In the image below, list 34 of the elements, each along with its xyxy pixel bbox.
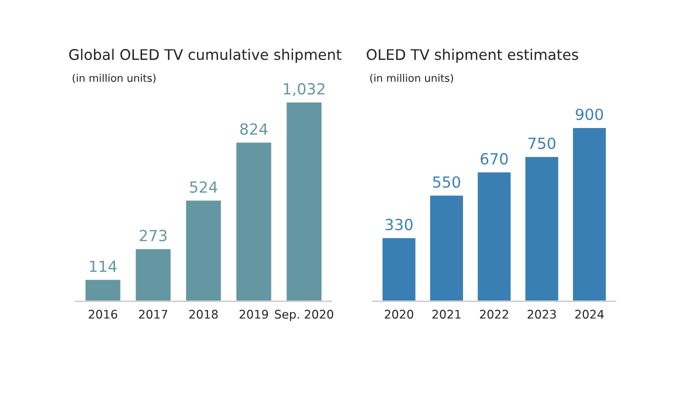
data-label: 824 xyxy=(240,123,268,135)
chart-title: Global OLED TV cumulative shipment xyxy=(69,48,342,63)
x-tick-label: 2016 xyxy=(88,310,118,319)
x-tick-label: 2023 xyxy=(528,310,556,319)
x-tick-label: 2024 xyxy=(575,310,604,319)
data-label: 273 xyxy=(140,230,167,242)
bar xyxy=(381,236,417,302)
bar xyxy=(134,248,172,302)
x-tick-label: 2022 xyxy=(480,310,508,319)
chart-subtitle: (in million units) xyxy=(370,74,454,84)
bar xyxy=(84,278,122,302)
x-tick-label: 2020 xyxy=(384,310,414,319)
data-label: 114 xyxy=(90,260,117,272)
bar xyxy=(184,199,222,302)
x-tick-label: 2019 xyxy=(240,310,268,319)
bar xyxy=(285,102,323,302)
chart-title: OLED TV shipment estimates xyxy=(366,48,578,63)
data-label: 550 xyxy=(433,176,460,188)
x-tick-label: Sep. 2020 xyxy=(274,310,334,322)
data-label: 670 xyxy=(480,153,508,165)
data-label: 750 xyxy=(528,138,556,150)
x-tick-label: 2017 xyxy=(139,310,168,319)
data-label: 1,032 xyxy=(284,83,324,96)
data-label: 524 xyxy=(190,181,218,193)
x-tick-label: 2021 xyxy=(432,310,461,319)
data-label: 900 xyxy=(576,108,603,120)
data-label: 330 xyxy=(386,218,413,230)
bar xyxy=(476,171,512,302)
chart-subtitle: (in million units) xyxy=(72,74,156,84)
bar xyxy=(428,194,464,302)
bar xyxy=(524,156,560,302)
bar xyxy=(234,141,273,302)
bar xyxy=(572,126,608,302)
x-tick-label: 2018 xyxy=(189,310,218,319)
